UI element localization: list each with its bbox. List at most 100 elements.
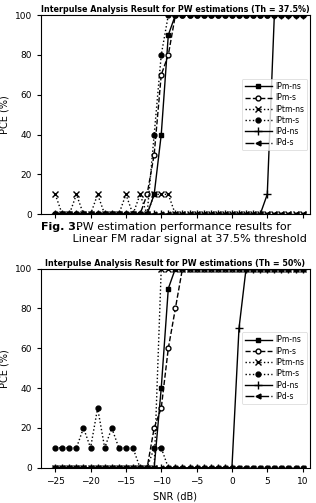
IPd-s: [75, 465, 78, 471]
IPm-ns: [195, 12, 198, 18]
IPm-s: [53, 465, 57, 471]
IPtm-ns: [67, 465, 71, 471]
IPd-ns: [110, 465, 114, 471]
IPm-s: [287, 12, 290, 18]
IPd-ns: [244, 266, 248, 272]
IPd-ns: [258, 211, 262, 217]
IPd-ns: [280, 266, 283, 272]
IPd-ns: [251, 266, 255, 272]
IPm-ns: [280, 12, 283, 18]
IPd-s: [180, 211, 184, 217]
IPd-ns: [103, 211, 106, 217]
IPm-s: [223, 266, 227, 272]
IPm-s: [195, 266, 198, 272]
IPm-s: [159, 72, 163, 78]
IPd-ns: [82, 465, 85, 471]
IPm-s: [294, 266, 297, 272]
Y-axis label: PCE (%): PCE (%): [0, 95, 9, 134]
IPtm-ns: [145, 465, 149, 471]
IPtm-s: [167, 12, 170, 18]
IPm-s: [258, 12, 262, 18]
IPtm-s: [294, 12, 297, 18]
IPtm-ns: [180, 211, 184, 217]
IPtm-s: [67, 211, 71, 217]
IPm-ns: [167, 286, 170, 292]
IPd-ns: [272, 266, 276, 272]
IPm-s: [82, 211, 85, 217]
IPm-ns: [145, 211, 149, 217]
IPtm-s: [89, 445, 93, 451]
IPm-s: [159, 405, 163, 411]
IPm-s: [216, 266, 220, 272]
IPd-s: [209, 211, 213, 217]
IPm-ns: [152, 191, 156, 197]
IPtm-s: [223, 12, 227, 18]
IPm-ns: [110, 465, 114, 471]
IPd-ns: [145, 465, 149, 471]
IPtm-ns: [230, 211, 234, 217]
IPtm-s: [60, 445, 64, 451]
IPd-ns: [131, 211, 135, 217]
IPd-s: [82, 211, 85, 217]
IPm-s: [152, 151, 156, 157]
IPm-s: [167, 52, 170, 58]
IPtm-s: [188, 12, 191, 18]
IPd-ns: [53, 465, 57, 471]
IPd-ns: [223, 465, 227, 471]
IPtm-ns: [145, 211, 149, 217]
Line: IPtm-ns: IPtm-ns: [52, 266, 306, 471]
IPd-s: [159, 211, 163, 217]
X-axis label: SNR (dB): SNR (dB): [153, 491, 198, 501]
IPtm-ns: [117, 211, 121, 217]
IPtm-s: [294, 465, 297, 471]
IPtm-ns: [75, 191, 78, 197]
IPtm-ns: [96, 191, 100, 197]
IPd-s: [258, 465, 262, 471]
IPd-ns: [287, 12, 290, 18]
IPtm-ns: [216, 211, 220, 217]
IPtm-ns: [209, 211, 213, 217]
IPtm-s: [173, 12, 177, 18]
IPtm-ns: [110, 465, 114, 471]
IPtm-s: [251, 12, 255, 18]
IPm-s: [223, 12, 227, 18]
IPtm-ns: [138, 191, 142, 197]
Line: IPd-ns: IPd-ns: [52, 11, 307, 218]
IPd-ns: [152, 211, 156, 217]
IPtm-s: [272, 12, 276, 18]
IPd-s: [110, 211, 114, 217]
IPtm-ns: [82, 465, 85, 471]
IPm-ns: [131, 211, 135, 217]
IPm-s: [124, 465, 128, 471]
IPd-s: [265, 211, 269, 217]
IPtm-ns: [131, 465, 135, 471]
IPm-ns: [117, 211, 121, 217]
IPd-ns: [67, 211, 71, 217]
IPtm-ns: [167, 191, 170, 197]
IPtm-s: [173, 465, 177, 471]
IPtm-ns: [167, 266, 170, 272]
IPtm-ns: [159, 266, 163, 272]
IPtm-s: [202, 12, 205, 18]
IPd-s: [202, 211, 205, 217]
IPm-ns: [180, 12, 184, 18]
IPm-s: [195, 12, 198, 18]
IPd-s: [188, 211, 191, 217]
Line: IPd-s: IPd-s: [53, 465, 305, 470]
IPtm-ns: [287, 211, 290, 217]
IPtm-ns: [152, 465, 156, 471]
IPm-s: [180, 12, 184, 18]
IPd-s: [180, 465, 184, 471]
IPd-ns: [60, 211, 64, 217]
IPtm-s: [216, 12, 220, 18]
IPd-s: [287, 465, 290, 471]
IPd-s: [131, 465, 135, 471]
IPtm-s: [280, 465, 283, 471]
IPm-s: [209, 266, 213, 272]
IPtm-ns: [124, 191, 128, 197]
IPtm-ns: [223, 266, 227, 272]
IPd-s: [301, 211, 305, 217]
IPm-s: [103, 465, 106, 471]
Line: IPd-ns: IPd-ns: [52, 265, 307, 472]
IPm-s: [145, 465, 149, 471]
